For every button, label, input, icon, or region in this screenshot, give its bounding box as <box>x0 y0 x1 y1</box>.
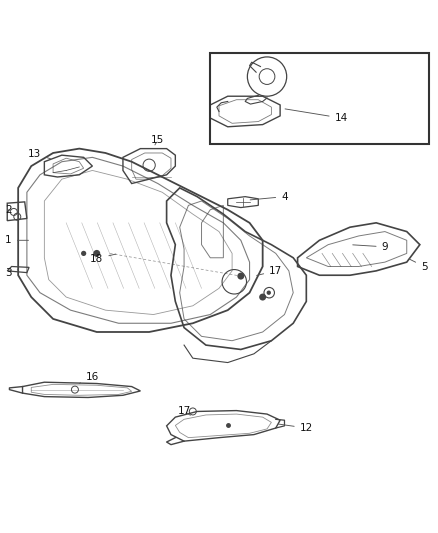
Text: 17: 17 <box>177 407 191 416</box>
Circle shape <box>81 251 86 256</box>
Text: 1: 1 <box>5 235 28 245</box>
Circle shape <box>259 294 266 301</box>
Text: 9: 9 <box>353 242 388 252</box>
Circle shape <box>267 290 271 295</box>
Circle shape <box>237 272 244 280</box>
Bar <box>210 53 428 144</box>
Text: 5: 5 <box>409 259 427 271</box>
Text: 4: 4 <box>250 192 288 201</box>
Text: 12: 12 <box>279 423 313 433</box>
Text: 18: 18 <box>90 254 116 264</box>
Circle shape <box>93 250 100 257</box>
Text: 3: 3 <box>5 268 18 278</box>
Text: 2: 2 <box>5 205 12 215</box>
Text: 14: 14 <box>285 109 348 123</box>
Text: 17: 17 <box>257 266 283 276</box>
Text: 16: 16 <box>79 372 99 384</box>
Text: 13: 13 <box>28 149 50 159</box>
Text: 15: 15 <box>151 135 165 145</box>
